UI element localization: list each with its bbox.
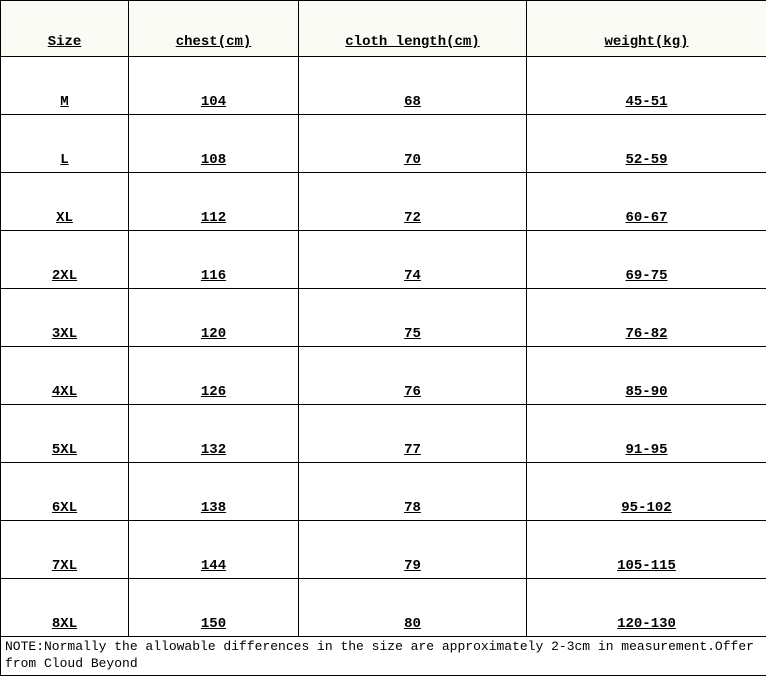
cell-weight: 76-82 <box>527 289 766 347</box>
header-length: cloth length(cm) <box>299 1 527 57</box>
cell-size: 4XL <box>1 347 129 405</box>
cell-length: 79 <box>299 521 527 579</box>
cell-weight: 95-102 <box>527 463 766 521</box>
cell-size: XL <box>1 173 129 231</box>
cell-chest: 120 <box>129 289 299 347</box>
table-row: 5XL1327791-95 <box>1 405 766 463</box>
cell-length: 78 <box>299 463 527 521</box>
cell-length: 80 <box>299 579 527 637</box>
header-size: Size <box>1 1 129 57</box>
cell-chest: 116 <box>129 231 299 289</box>
cell-chest: 138 <box>129 463 299 521</box>
cell-weight: 85-90 <box>527 347 766 405</box>
size-chart-table: Size chest(cm) cloth length(cm) weight(k… <box>0 0 766 676</box>
cell-size: 5XL <box>1 405 129 463</box>
cell-weight: 69-75 <box>527 231 766 289</box>
table-row: 4XL1267685-90 <box>1 347 766 405</box>
cell-size: 6XL <box>1 463 129 521</box>
cell-weight: 105-115 <box>527 521 766 579</box>
cell-size: L <box>1 115 129 173</box>
cell-length: 70 <box>299 115 527 173</box>
cell-length: 68 <box>299 57 527 115</box>
cell-length: 74 <box>299 231 527 289</box>
table-note: NOTE:Normally the allowable differences … <box>1 637 766 676</box>
cell-weight: 52-59 <box>527 115 766 173</box>
table-row: XL1127260-67 <box>1 173 766 231</box>
table-row: 8XL15080120-130 <box>1 579 766 637</box>
cell-chest: 108 <box>129 115 299 173</box>
header-chest: chest(cm) <box>129 1 299 57</box>
size-chart-container: Size chest(cm) cloth length(cm) weight(k… <box>0 0 766 676</box>
table-row: M1046845-51 <box>1 57 766 115</box>
cell-length: 77 <box>299 405 527 463</box>
cell-chest: 150 <box>129 579 299 637</box>
cell-chest: 112 <box>129 173 299 231</box>
cell-chest: 144 <box>129 521 299 579</box>
table-body: M1046845-51L1087052-59XL1127260-672XL116… <box>1 57 766 637</box>
cell-length: 76 <box>299 347 527 405</box>
table-row: 2XL1167469-75 <box>1 231 766 289</box>
cell-length: 75 <box>299 289 527 347</box>
table-row: 7XL14479105-115 <box>1 521 766 579</box>
cell-chest: 132 <box>129 405 299 463</box>
cell-size: 8XL <box>1 579 129 637</box>
table-row: 6XL1387895-102 <box>1 463 766 521</box>
cell-weight: 60-67 <box>527 173 766 231</box>
cell-size: 2XL <box>1 231 129 289</box>
table-header-row: Size chest(cm) cloth length(cm) weight(k… <box>1 1 766 57</box>
header-weight: weight(kg) <box>527 1 766 57</box>
table-row: 3XL1207576-82 <box>1 289 766 347</box>
cell-weight: 91-95 <box>527 405 766 463</box>
cell-weight: 120-130 <box>527 579 766 637</box>
cell-chest: 126 <box>129 347 299 405</box>
table-row: L1087052-59 <box>1 115 766 173</box>
table-note-row: NOTE:Normally the allowable differences … <box>1 637 766 676</box>
cell-size: M <box>1 57 129 115</box>
cell-chest: 104 <box>129 57 299 115</box>
cell-size: 3XL <box>1 289 129 347</box>
cell-weight: 45-51 <box>527 57 766 115</box>
cell-size: 7XL <box>1 521 129 579</box>
cell-length: 72 <box>299 173 527 231</box>
